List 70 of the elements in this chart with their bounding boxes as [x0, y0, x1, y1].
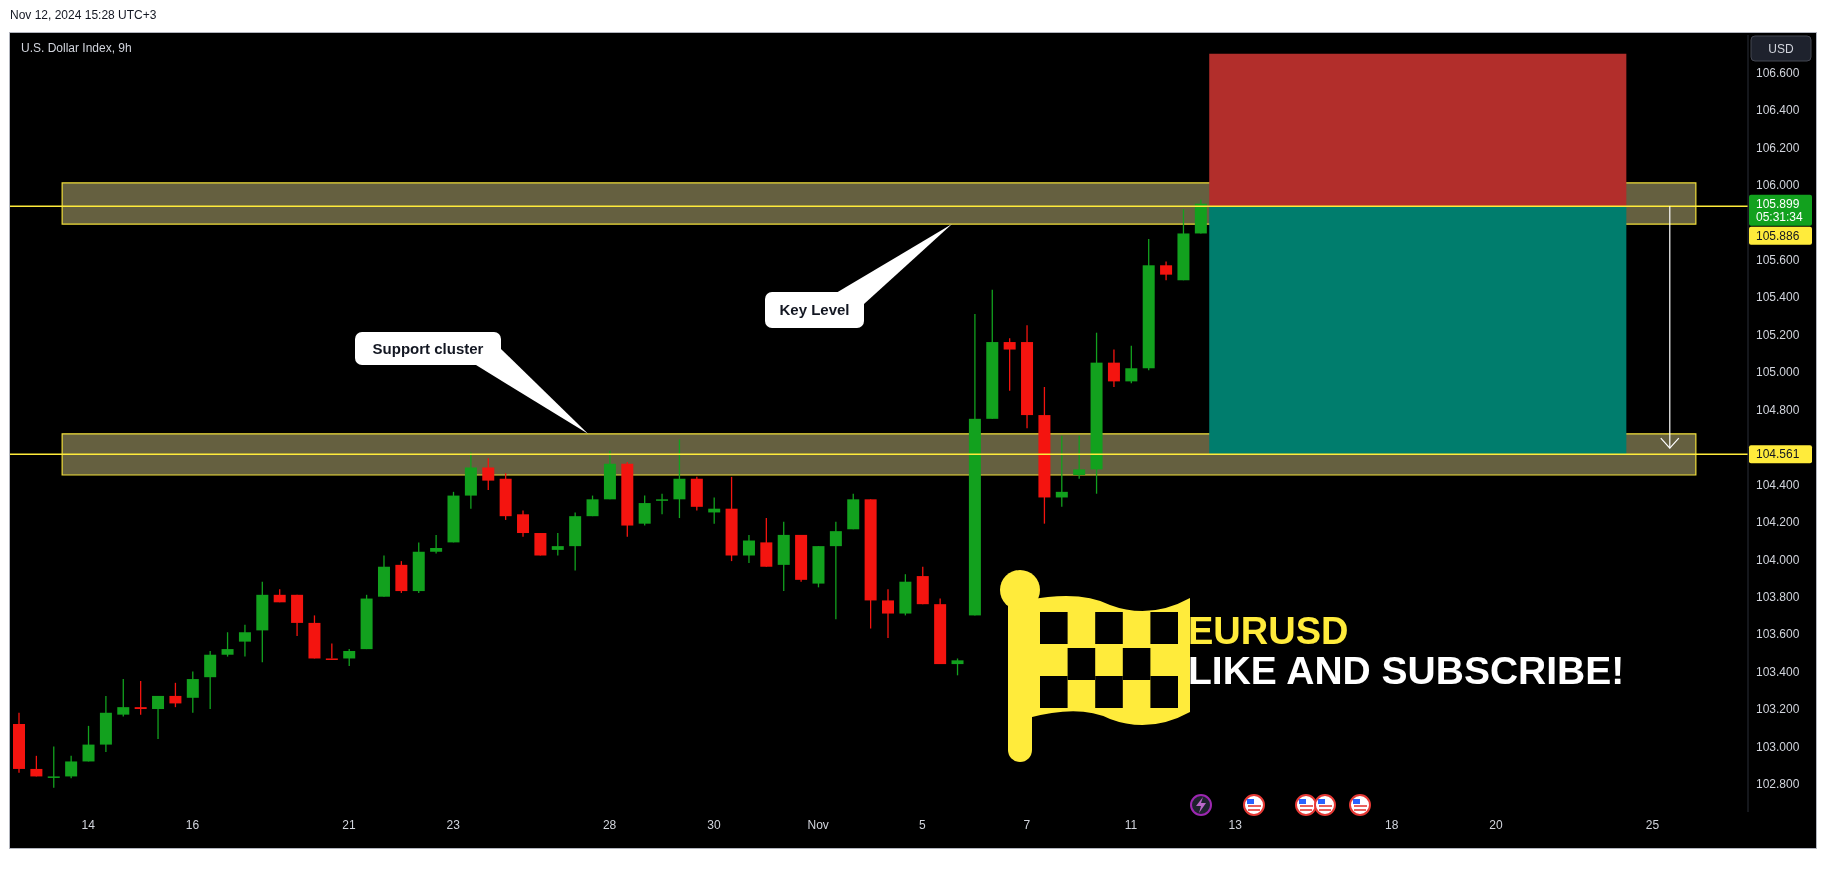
x-tick-label: 16: [185, 817, 200, 832]
x-tick-label: 28: [602, 817, 617, 832]
y-tick-label: 104.800: [1756, 402, 1800, 417]
candlestick: [742, 534, 755, 564]
candlestick: [82, 725, 95, 763]
annotation: Support cluster: [372, 339, 484, 357]
candlestick: [117, 678, 130, 718]
y-tick-label: 104.000: [1756, 552, 1800, 567]
candlestick: [1125, 345, 1138, 384]
candlestick: [1055, 435, 1068, 508]
annotation: EURUSD: [1188, 610, 1349, 652]
x-tick-label: 25: [1645, 817, 1660, 832]
y-tick-label: 103.800: [1756, 589, 1800, 604]
y-tick-label: 106.600: [1756, 65, 1800, 80]
candlestick: [673, 438, 686, 519]
x-tick-label: 30: [707, 817, 721, 832]
y-tick-label: 106.000: [1756, 178, 1800, 193]
ref-line-label: 105.886: [1756, 228, 1800, 243]
y-tick-label: 105.200: [1756, 327, 1800, 342]
candlestick: [1107, 348, 1120, 388]
y-tick-label: 104.200: [1756, 515, 1800, 530]
text: Nov 12, 2024 15:28 UTC+3: [10, 8, 157, 22]
y-tick-label: 103.000: [1756, 739, 1800, 754]
annotation: Key Level: [779, 301, 850, 318]
candlestick: [169, 682, 182, 708]
x-tick-label: 18: [1385, 817, 1399, 832]
x-tick-label: 5: [919, 817, 927, 832]
y-tick-label: 106.200: [1756, 140, 1800, 155]
y-tick-label: 105.400: [1756, 290, 1800, 305]
candlestick: [882, 588, 894, 639]
x-tick-label: 20: [1489, 817, 1503, 832]
candlestick: [65, 755, 78, 779]
y-tick-label: 102.800: [1756, 777, 1800, 792]
y-tick-label: 103.200: [1756, 702, 1800, 717]
text: USD: [1768, 42, 1794, 56]
y-tick-label: 104.400: [1756, 477, 1800, 492]
x-tick-label: Nov: [807, 817, 829, 832]
x-tick-label: 13: [1228, 817, 1243, 832]
candlestick: [638, 494, 651, 527]
candlestick: [221, 631, 234, 658]
candlestick: [1003, 337, 1016, 392]
y-tick-label: 103.400: [1756, 664, 1800, 679]
candlestick: [482, 457, 495, 491]
candlestick: [186, 670, 199, 714]
x-tick-label: 11: [1124, 817, 1138, 832]
text: 05:31:34: [1756, 209, 1804, 224]
candlestick: [47, 745, 60, 789]
x-tick-label: 23: [446, 817, 461, 832]
y-tick-label: 105.600: [1756, 252, 1800, 267]
text: U.S. Dollar Index, 9h: [21, 41, 132, 55]
candlestick: [1073, 435, 1086, 480]
y-tick-label: 105.000: [1756, 365, 1800, 380]
candlestick: [152, 695, 165, 740]
candlestick: [430, 534, 443, 555]
x-tick-label: 7: [1023, 817, 1031, 832]
candlestick: [517, 509, 530, 538]
x-tick-label: 14: [81, 817, 96, 832]
text: 105.899: [1756, 196, 1800, 211]
y-tick-label: 106.400: [1756, 103, 1800, 118]
candlestick: [204, 650, 217, 710]
candlestick: [829, 521, 842, 620]
x-tick-label: 21: [342, 817, 356, 832]
ref-line-label: 104.561: [1756, 447, 1800, 462]
candlestick: [551, 532, 564, 557]
candlestick: [1160, 260, 1173, 281]
annotation: LIKE AND SUBSCRIBE!: [1188, 649, 1625, 692]
candlestick: [238, 624, 251, 658]
y-tick-label: 103.600: [1756, 627, 1800, 642]
candlestick: [656, 493, 669, 515]
candlestick: [134, 680, 147, 716]
